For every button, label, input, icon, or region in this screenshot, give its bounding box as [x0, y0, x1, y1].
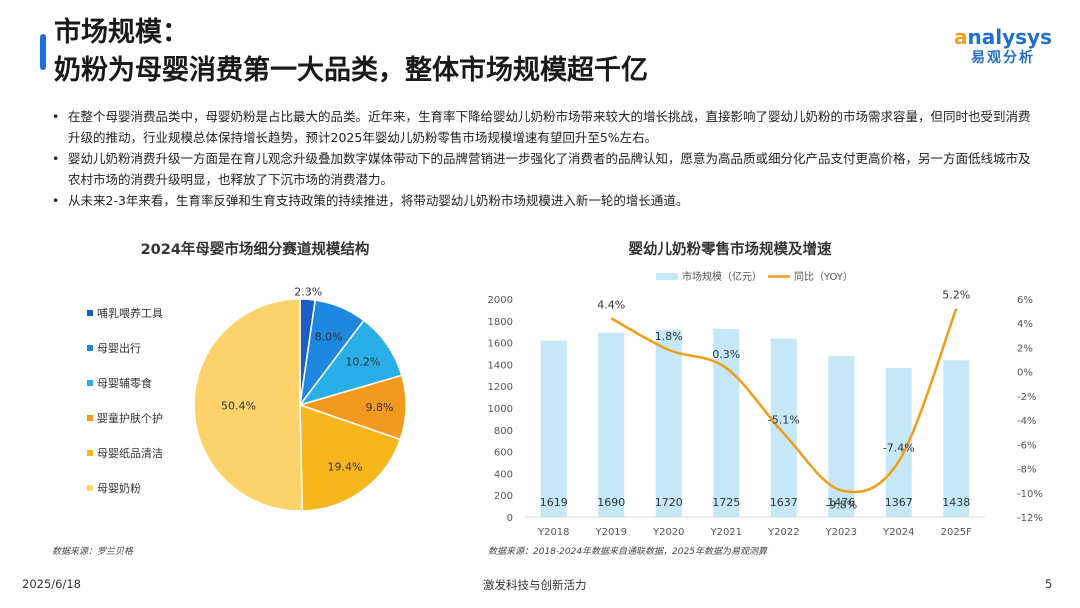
footer-date: 2025/6/18 — [22, 577, 81, 591]
pie-chart-source: 数据来源：罗兰贝格 — [52, 547, 134, 557]
yoy-line — [610, 308, 958, 494]
legend-label: 市场规模（亿元） — [682, 270, 762, 283]
bar-data-label: 1690 — [597, 496, 625, 509]
title-line-2: 奶粉为母婴消费第一大品类，整体市场规模超千亿 — [54, 55, 648, 86]
x-tick-label: Y2022 — [767, 527, 800, 538]
bar — [598, 332, 625, 517]
analysys-logo: analysys 易观分析 — [948, 26, 1058, 68]
y2-tick-label: 6% — [1017, 295, 1033, 306]
x-tick-label: Y2019 — [594, 527, 627, 538]
x-tick-label: Y2023 — [824, 527, 857, 538]
logo-wordmark: analysys — [948, 26, 1058, 48]
x-tick-label: Y2021 — [709, 527, 742, 538]
x-tick-label: 2025F — [941, 527, 972, 538]
bullet-item: 在整个母婴消费品类中，母婴奶粉是占比最大的品类。近年来，生育率下降给婴幼儿奶粉市… — [52, 106, 1042, 148]
line-data-label: 0.3% — [712, 348, 740, 361]
bullet-item: 从未来2-3年来看，生育率反弹和生育支持政策的持续推进，将带动婴幼儿奶粉市场规模… — [52, 190, 1042, 211]
logo-cn-text: 易观分析 — [971, 50, 1035, 66]
y-tick-label: 600 — [494, 448, 513, 459]
bar — [943, 360, 970, 517]
pie-data-label: 2.3% — [294, 285, 322, 298]
y-tick-label: 1800 — [488, 317, 513, 328]
bar — [713, 328, 740, 517]
bar — [770, 338, 797, 517]
y2-tick-label: -4% — [1017, 416, 1036, 427]
y-tick-label: 800 — [494, 426, 513, 437]
y-tick-label: 400 — [494, 469, 513, 480]
x-tick-label: Y2018 — [537, 527, 570, 538]
y2-tick-label: -12% — [1017, 513, 1043, 524]
y-tick-label: 1000 — [488, 404, 513, 415]
logo-text: nalysys — [967, 25, 1052, 49]
y-tick-label: 200 — [494, 491, 513, 502]
bar-data-label: 1725 — [712, 496, 740, 509]
x-tick-label: Y2024 — [882, 527, 915, 538]
y-tick-label: 2000 — [488, 295, 513, 306]
legend-label: 婴童护肤个护 — [97, 411, 163, 425]
y2-tick-label: 4% — [1017, 319, 1033, 330]
legend-swatch — [87, 450, 93, 456]
legend-label: 同比（YOY） — [794, 271, 853, 283]
legend-swatch — [656, 273, 678, 280]
bar-data-label: 1438 — [942, 496, 970, 509]
y2-tick-label: -8% — [1017, 465, 1036, 476]
pie-data-label: 19.4% — [328, 461, 363, 474]
line-data-label: 1.8% — [655, 330, 683, 343]
y2-tick-label: -6% — [1017, 440, 1036, 451]
y2-tick-label: 2% — [1017, 343, 1033, 354]
y-tick-label: 1400 — [488, 360, 513, 371]
bar-data-label: 1476 — [827, 496, 855, 509]
pie-data-label: 9.8% — [366, 401, 394, 414]
line-data-label: 5.2% — [942, 289, 970, 302]
bar — [540, 340, 567, 517]
bar-data-label: 1637 — [770, 496, 798, 509]
combo-chart-title: 婴幼儿奶粉零售市场规模及增速 — [628, 242, 832, 258]
bar-data-label: 1367 — [885, 496, 913, 509]
title-line-1: 市场规模： — [54, 17, 189, 48]
legend-swatch — [87, 345, 93, 351]
y-tick-label: 1600 — [488, 339, 513, 350]
footer-slogan: 激发科技与创新活力 — [483, 578, 587, 592]
line-data-label: -5.1% — [768, 413, 800, 426]
bar-data-label: 1720 — [655, 496, 683, 509]
pie-data-label: 50.4% — [221, 400, 256, 413]
bar — [655, 329, 682, 517]
pie-data-label: 8.0% — [315, 331, 343, 344]
pie-data-label: 10.2% — [345, 356, 380, 369]
legend-swatch — [87, 310, 93, 316]
y2-tick-label: -10% — [1017, 489, 1043, 500]
pie-chart: 哺乳喂养工具母婴出行母婴辅零食婴童护肤个护母婴纸品清洁母婴奶粉2.3%8.0%1… — [87, 285, 407, 512]
legend-swatch — [87, 485, 93, 491]
combo-chart-source: 数据来源：2018-2024年数据来自通联数据，2025年数据为易观测算 — [488, 547, 767, 557]
y-tick-label: 1200 — [488, 382, 513, 393]
legend-label: 哺乳喂养工具 — [97, 306, 163, 320]
bullet-list: 在整个母婴消费品类中，母婴奶粉是占比最大的品类。近年来，生育率下降给婴幼儿奶粉市… — [52, 106, 1042, 211]
legend-label: 母婴辅零食 — [97, 376, 152, 390]
y2-tick-label: -2% — [1017, 392, 1036, 403]
bullet-item: 婴幼儿奶粉消费升级一方面是在育儿观念升级叠加数字媒体带动下的品牌营销进一步强化了… — [52, 148, 1042, 190]
y2-tick-label: 0% — [1017, 368, 1033, 379]
legend-swatch — [87, 380, 93, 386]
y-tick-label: 0 — [507, 513, 513, 524]
pie-slice — [299, 403, 402, 512]
legend-swatch — [87, 415, 93, 421]
line-data-label: -7.4% — [883, 441, 915, 454]
pie-chart-title: 2024年母婴市场细分赛道规模结构 — [140, 242, 370, 258]
pie-slice — [193, 298, 304, 512]
line-data-label: -9.8% — [825, 498, 857, 511]
line-data-label: 4.4% — [597, 298, 625, 311]
x-tick-label: Y2020 — [652, 527, 685, 538]
legend-label: 母婴出行 — [97, 341, 141, 355]
title-accent-bar — [40, 34, 46, 70]
bar-data-label: 1619 — [540, 496, 568, 509]
legend-label: 母婴纸品清洁 — [97, 447, 163, 460]
combo-chart: 市场规模（亿元） 同比（YOY） 0 200 400 600 800 1000 1200 1400… — [488, 270, 1043, 538]
page-number: 5 — [1045, 577, 1053, 591]
logo-swoosh-icon: a — [954, 25, 968, 49]
legend-label: 母婴奶粉 — [97, 481, 141, 495]
page-title: 市场规模： 奶粉为母婴消费第一大品类，整体市场规模超千亿 — [54, 14, 648, 90]
